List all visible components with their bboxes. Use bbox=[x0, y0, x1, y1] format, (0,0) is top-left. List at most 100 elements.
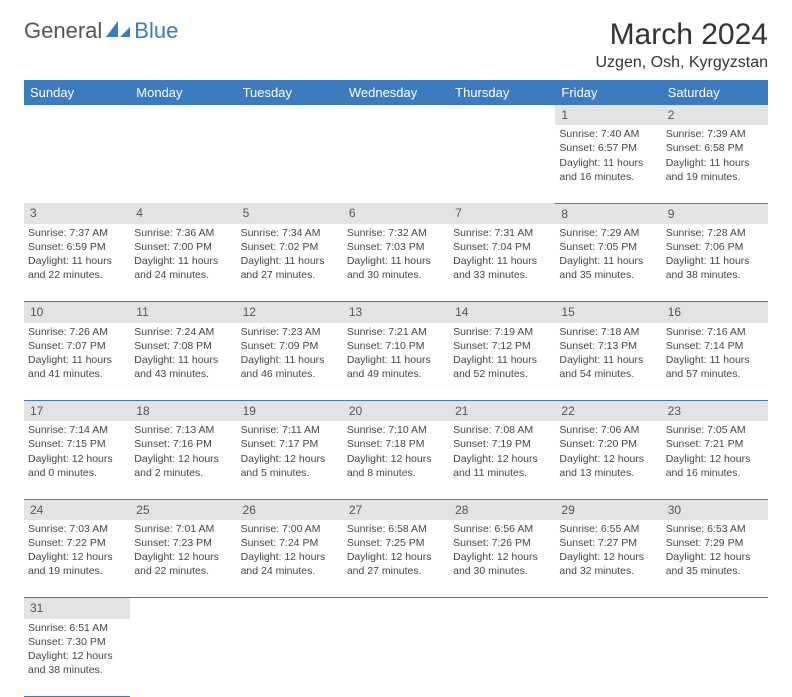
cell-line: Sunset: 7:23 PM bbox=[134, 536, 232, 550]
day-data-row: Sunrise: 7:14 AMSunset: 7:15 PMDaylight:… bbox=[24, 421, 768, 499]
cell-line: and 38 minutes. bbox=[666, 268, 764, 282]
cell-line: and 33 minutes. bbox=[453, 268, 551, 282]
cell-line: Sunrise: 6:56 AM bbox=[453, 522, 551, 536]
day-number-row: 12 bbox=[24, 105, 768, 125]
cell-line: Sunrise: 7:24 AM bbox=[134, 325, 232, 339]
cell-line: Sunrise: 7:31 AM bbox=[453, 226, 551, 240]
day-number-cell: 9 bbox=[662, 203, 768, 224]
cell-line: Daylight: 11 hours bbox=[559, 254, 657, 268]
day-data-cell: Sunrise: 6:51 AMSunset: 7:30 PMDaylight:… bbox=[24, 619, 130, 697]
cell-line: Sunrise: 6:55 AM bbox=[559, 522, 657, 536]
cell-line: Daylight: 12 hours bbox=[134, 452, 232, 466]
cell-line: Sunset: 7:05 PM bbox=[559, 240, 657, 254]
day-number-cell: 6 bbox=[343, 203, 449, 224]
cell-line: and 46 minutes. bbox=[241, 367, 339, 381]
day-data-cell: Sunrise: 7:19 AMSunset: 7:12 PMDaylight:… bbox=[449, 323, 555, 401]
cell-line: and 19 minutes. bbox=[666, 170, 764, 184]
day-number-cell: 23 bbox=[662, 401, 768, 422]
day-number-cell bbox=[555, 598, 661, 619]
cell-line: Sunrise: 7:39 AM bbox=[666, 127, 764, 141]
cell-line: Daylight: 12 hours bbox=[28, 649, 126, 663]
brand-part2: Blue bbox=[134, 18, 178, 44]
day-number-cell bbox=[449, 598, 555, 619]
day-number-cell: 7 bbox=[449, 203, 555, 224]
day-data-row: Sunrise: 6:51 AMSunset: 7:30 PMDaylight:… bbox=[24, 619, 768, 697]
brand-part1: General bbox=[24, 18, 102, 44]
cell-line: Sunset: 7:16 PM bbox=[134, 437, 232, 451]
day-number-row: 17181920212223 bbox=[24, 401, 768, 422]
cell-line: Sunset: 7:24 PM bbox=[241, 536, 339, 550]
cell-line: Sunrise: 7:13 AM bbox=[134, 423, 232, 437]
day-number-cell bbox=[449, 105, 555, 125]
day-data-cell bbox=[24, 125, 130, 203]
day-data-cell: Sunrise: 7:37 AMSunset: 6:59 PMDaylight:… bbox=[24, 224, 130, 302]
day-number-row: 24252627282930 bbox=[24, 499, 768, 520]
cell-line: Daylight: 11 hours bbox=[453, 254, 551, 268]
cell-line: Sunset: 7:21 PM bbox=[666, 437, 764, 451]
cell-line: Sunrise: 7:37 AM bbox=[28, 226, 126, 240]
cell-line: Sunset: 7:22 PM bbox=[28, 536, 126, 550]
day-data-row: Sunrise: 7:26 AMSunset: 7:07 PMDaylight:… bbox=[24, 323, 768, 401]
day-data-cell: Sunrise: 7:18 AMSunset: 7:13 PMDaylight:… bbox=[555, 323, 661, 401]
cell-line: Daylight: 12 hours bbox=[134, 550, 232, 564]
day-number-cell: 17 bbox=[24, 401, 130, 422]
cell-line: Sunrise: 7:03 AM bbox=[28, 522, 126, 536]
day-number-row: 10111213141516 bbox=[24, 302, 768, 323]
day-data-cell: Sunrise: 7:03 AMSunset: 7:22 PMDaylight:… bbox=[24, 520, 130, 598]
day-data-cell: Sunrise: 7:39 AMSunset: 6:58 PMDaylight:… bbox=[662, 125, 768, 203]
day-number-cell: 22 bbox=[555, 401, 661, 422]
day-number-cell: 18 bbox=[130, 401, 236, 422]
day-data-row: Sunrise: 7:40 AMSunset: 6:57 PMDaylight:… bbox=[24, 125, 768, 203]
day-number-cell: 29 bbox=[555, 499, 661, 520]
day-number-cell: 21 bbox=[449, 401, 555, 422]
day-number-cell: 25 bbox=[130, 499, 236, 520]
day-data-cell: Sunrise: 7:36 AMSunset: 7:00 PMDaylight:… bbox=[130, 224, 236, 302]
day-data-cell bbox=[662, 619, 768, 697]
day-data-cell: Sunrise: 7:16 AMSunset: 7:14 PMDaylight:… bbox=[662, 323, 768, 401]
cell-line: Sunset: 7:25 PM bbox=[347, 536, 445, 550]
day-number-cell: 11 bbox=[130, 302, 236, 323]
day-number-cell bbox=[130, 105, 236, 125]
day-number-cell: 4 bbox=[130, 203, 236, 224]
cell-line: Sunset: 7:19 PM bbox=[453, 437, 551, 451]
cell-line: Sunrise: 7:08 AM bbox=[453, 423, 551, 437]
cell-line: Sunrise: 7:01 AM bbox=[134, 522, 232, 536]
cell-line: Daylight: 12 hours bbox=[241, 452, 339, 466]
cell-line: Sunrise: 7:18 AM bbox=[559, 325, 657, 339]
day-data-cell: Sunrise: 7:32 AMSunset: 7:03 PMDaylight:… bbox=[343, 224, 449, 302]
cell-line: Sunrise: 7:16 AM bbox=[666, 325, 764, 339]
cell-line: and 38 minutes. bbox=[28, 663, 126, 677]
cell-line: and 16 minutes. bbox=[559, 170, 657, 184]
day-number-cell bbox=[662, 598, 768, 619]
day-data-cell bbox=[449, 125, 555, 203]
day-number-cell: 26 bbox=[237, 499, 343, 520]
cell-line: Sunset: 7:10 PM bbox=[347, 339, 445, 353]
cell-line: and 32 minutes. bbox=[559, 564, 657, 578]
day-number-cell bbox=[343, 105, 449, 125]
day-data-cell: Sunrise: 6:58 AMSunset: 7:25 PMDaylight:… bbox=[343, 520, 449, 598]
cell-line: Daylight: 12 hours bbox=[347, 452, 445, 466]
day-number-cell: 19 bbox=[237, 401, 343, 422]
day-data-cell: Sunrise: 7:31 AMSunset: 7:04 PMDaylight:… bbox=[449, 224, 555, 302]
cell-line: Sunrise: 7:36 AM bbox=[134, 226, 232, 240]
cell-line: and 35 minutes. bbox=[666, 564, 764, 578]
cell-line: Daylight: 12 hours bbox=[453, 550, 551, 564]
cell-line: and 41 minutes. bbox=[28, 367, 126, 381]
cell-line: and 57 minutes. bbox=[666, 367, 764, 381]
day-data-cell: Sunrise: 7:01 AMSunset: 7:23 PMDaylight:… bbox=[130, 520, 236, 598]
cell-line: and 43 minutes. bbox=[134, 367, 232, 381]
cell-line: Daylight: 11 hours bbox=[453, 353, 551, 367]
day-number-cell: 13 bbox=[343, 302, 449, 323]
cell-line: and 30 minutes. bbox=[347, 268, 445, 282]
cell-line: and 54 minutes. bbox=[559, 367, 657, 381]
day-number-cell: 27 bbox=[343, 499, 449, 520]
day-data-row: Sunrise: 7:37 AMSunset: 6:59 PM Daylight:… bbox=[24, 224, 768, 302]
day-data-cell: Sunrise: 7:34 AMSunset: 7:02 PMDaylight:… bbox=[237, 224, 343, 302]
day-data-cell: Sunrise: 7:24 AMSunset: 7:08 PMDaylight:… bbox=[130, 323, 236, 401]
cell-line: Sunrise: 7:19 AM bbox=[453, 325, 551, 339]
cell-line: Sunset: 6:59 PM bbox=[28, 240, 126, 254]
day-data-cell: Sunrise: 7:21 AMSunset: 7:10 PMDaylight:… bbox=[343, 323, 449, 401]
day-data-cell: Sunrise: 6:56 AMSunset: 7:26 PMDaylight:… bbox=[449, 520, 555, 598]
cell-line: Sunrise: 7:28 AM bbox=[666, 226, 764, 240]
cell-line: Sunset: 7:09 PM bbox=[241, 339, 339, 353]
